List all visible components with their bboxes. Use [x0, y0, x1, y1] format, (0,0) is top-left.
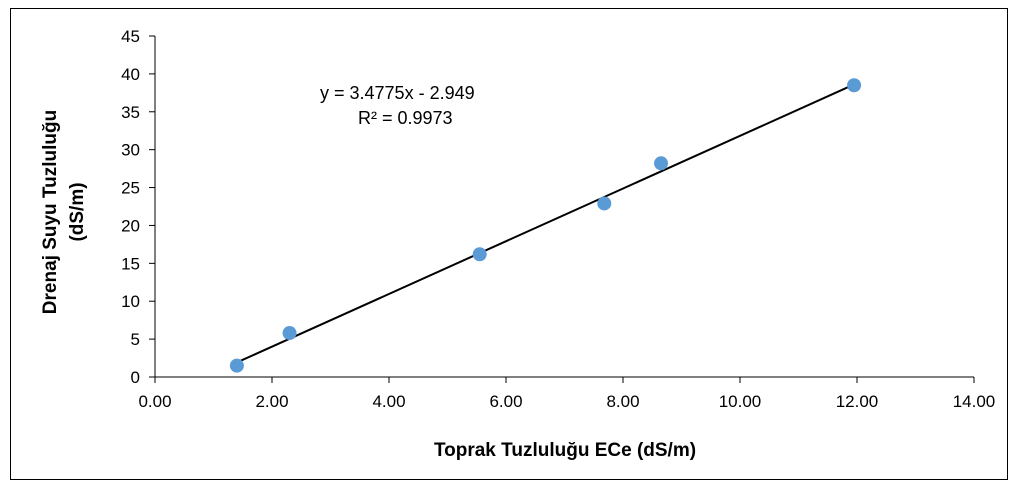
trendline-group [236, 83, 855, 364]
data-point [847, 78, 862, 93]
y-tick-label: 30 [121, 141, 140, 160]
y-tick-label: 25 [121, 179, 140, 198]
x-tick-label: 14.00 [953, 392, 996, 411]
y-axis-title-line2: (dS/m) [67, 182, 88, 241]
y-axis-title-line1: Drenaj Suyu Tuzluluğu [40, 110, 61, 314]
r-squared-label: R² = 0.9973 [358, 108, 453, 128]
data-point [282, 326, 297, 341]
data-points [229, 78, 862, 373]
x-tick-label: 6.00 [489, 392, 522, 411]
y-tick-label: 40 [121, 65, 140, 84]
data-point [597, 196, 612, 211]
y-tick-label: 35 [121, 103, 140, 122]
y-tick-label: 10 [121, 292, 140, 311]
y-tick-label: 45 [121, 27, 140, 46]
y-tick-label: 20 [121, 216, 140, 235]
data-point [654, 156, 669, 171]
x-tick-label: 0.00 [138, 392, 171, 411]
trendline-equation: y = 3.4775x - 2.949 [320, 83, 475, 103]
y-tick-label: 5 [131, 330, 140, 349]
x-tick-label: 10.00 [719, 392, 762, 411]
x-tick-label: 2.00 [255, 392, 288, 411]
x-axis-title: Toprak Tuzluluğu ECe (dS/m) [434, 440, 696, 461]
chart-frame [10, 8, 1008, 480]
x-tick-label: 8.00 [606, 392, 639, 411]
axes [149, 35, 975, 383]
trendline [236, 83, 855, 364]
data-point [472, 247, 487, 262]
data-point [229, 358, 244, 373]
y-tick-label: 15 [121, 254, 140, 273]
x-tick-label: 4.00 [372, 392, 405, 411]
tick-labels: 0 5 10 15 20 25 30 35 40 45 0.00 2.00 4.00 6.00 8.00 10… [121, 27, 995, 411]
x-tick-label: 12.00 [836, 392, 879, 411]
y-tick-label: 0 [131, 368, 140, 387]
